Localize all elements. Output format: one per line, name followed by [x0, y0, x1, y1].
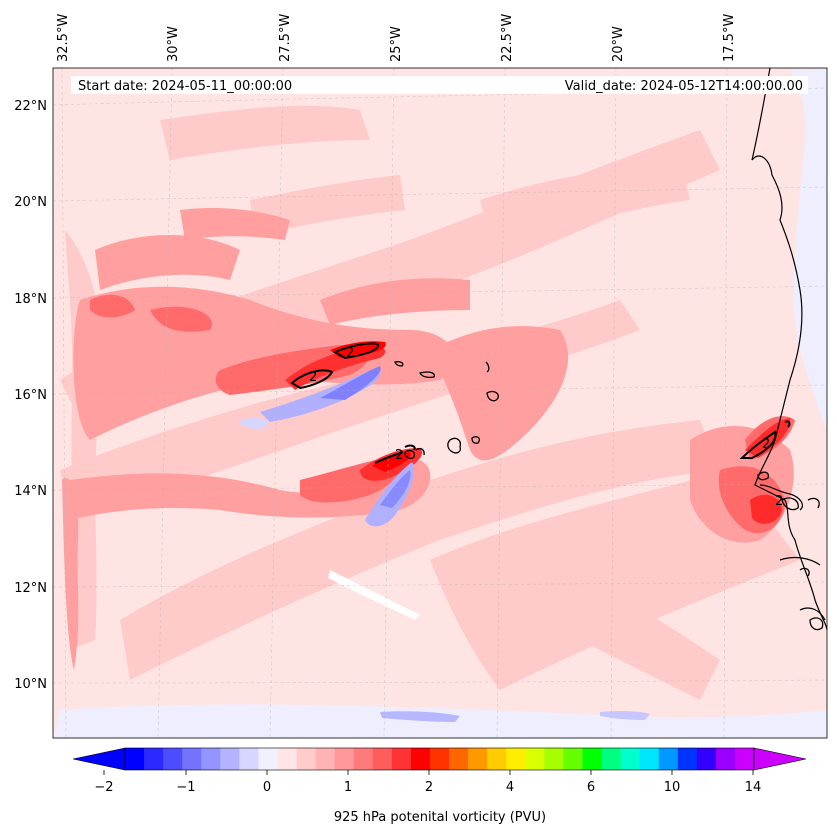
lon-label: 22.5°W [500, 14, 515, 62]
colorbar-swatch [334, 748, 355, 770]
colorbar-ticks [103, 770, 754, 775]
contour-labels: 2 2 2 2 2 [309, 346, 783, 509]
valid-date-label: Valid_date: 2024-05-12T14:00:00.00 [565, 79, 803, 94]
colorbar-swatch [506, 748, 526, 770]
map-panel: 2 2 2 2 2 [53, 68, 827, 738]
islands [394, 361, 824, 631]
colorbar-swatch [372, 748, 393, 770]
colorbar-swatch [620, 748, 641, 770]
colorbar-swatch [144, 748, 164, 770]
colorbar-swatch [601, 748, 622, 770]
colorbar-swatch [734, 748, 755, 770]
colorbar-tick-label: 2 [425, 780, 433, 795]
lat-label: 20°N [14, 195, 47, 210]
colorbar-swatch [220, 748, 240, 770]
colorbar-swatch [239, 748, 259, 770]
colorbar-swatch [258, 748, 278, 770]
lon-label: 30°W [166, 26, 181, 62]
lat-label: 18°N [14, 292, 47, 307]
colorbar-swatch [677, 748, 698, 770]
colorbar-swatch [201, 748, 221, 770]
colorbar-tick-label: 10 [664, 780, 681, 795]
lat-label: 12°N [14, 581, 47, 596]
contour-label: 2 [395, 448, 403, 463]
colorbar-swatch [429, 748, 450, 770]
lon-label: 17.5°W [722, 14, 737, 62]
colorbar-swatch [715, 748, 736, 770]
colorbar-tick-label: −2 [94, 780, 113, 795]
colorbar-swatches [125, 748, 755, 770]
start-date-label: Start date: 2024-05-11_00:00:00 [78, 79, 292, 94]
colorbar-swatch [315, 748, 336, 770]
colorbar-swatch [639, 748, 660, 770]
colorbar-swatch [410, 748, 431, 770]
colorbar-swatch [525, 748, 545, 770]
contour-label: 2 [762, 437, 770, 452]
colorbar-tick-label: 0 [263, 780, 271, 795]
contour-label: 2 [346, 346, 354, 361]
lat-label: 10°N [14, 677, 47, 692]
pv-negative-areas [53, 70, 827, 738]
lon-label: 27.5°W [278, 14, 293, 62]
colorbar-tick-label: 4 [506, 780, 514, 795]
colorbar-tick-label: 6 [587, 780, 595, 795]
colorbar-title: 925 hPa potenital vorticity (PVU) [334, 810, 546, 825]
colorbar-swatch [544, 748, 564, 770]
colorbar-swatch [163, 748, 183, 770]
lon-label: 25°W [389, 26, 404, 62]
lon-label: 32.5°W [56, 14, 71, 62]
contour-label: 2 [775, 494, 783, 509]
pv-contour-2 [290, 342, 791, 464]
colorbar-swatch [125, 748, 145, 770]
colorbar-frame [124, 747, 755, 771]
colorbar-swatch [182, 748, 202, 770]
colorbar-swatch [277, 748, 298, 770]
colorbar-swatch [487, 748, 507, 770]
colorbar-tick-labels: −2 −1 0 1 2 4 6 10 14 [94, 780, 761, 795]
colorbar-under-arrow [72, 747, 126, 771]
contour-label: 2 [309, 370, 317, 385]
colorbar-swatch [563, 748, 583, 770]
colorbar-swatch [582, 748, 603, 770]
colorbar-swatch [449, 748, 469, 770]
colorbar-swatch [658, 748, 679, 770]
colorbar-swatch [296, 748, 317, 770]
colorbar-tick-label: 1 [344, 780, 352, 795]
coastline [751, 68, 827, 631]
date-annotation: Start date: 2024-05-11_00:00:00 Valid_da… [71, 76, 808, 94]
colorbar: −2 −1 0 1 2 4 6 10 14 925 hPa potenital … [72, 747, 807, 825]
colorbar-tick-label: −1 [176, 780, 195, 795]
colorbar-tick-label: 14 [745, 780, 762, 795]
latitude-labels: 22°N 20°N 18°N 16°N 14°N 12°N 10°N [14, 99, 47, 692]
lat-label: 16°N [14, 388, 47, 403]
lon-label: 20°W [611, 26, 626, 62]
lat-label: 22°N [14, 99, 47, 114]
colorbar-swatch [391, 748, 412, 770]
colorbar-swatch [696, 748, 717, 770]
map-frame [52, 67, 828, 739]
colorbar-swatch [353, 748, 374, 770]
colorbar-over-arrow [753, 747, 807, 771]
colorbar-swatch [468, 748, 488, 770]
lat-label: 14°N [14, 484, 47, 499]
longitude-labels: 32.5°W 30°W 27.5°W 25°W 22.5°W 20°W 17.5… [56, 14, 737, 62]
